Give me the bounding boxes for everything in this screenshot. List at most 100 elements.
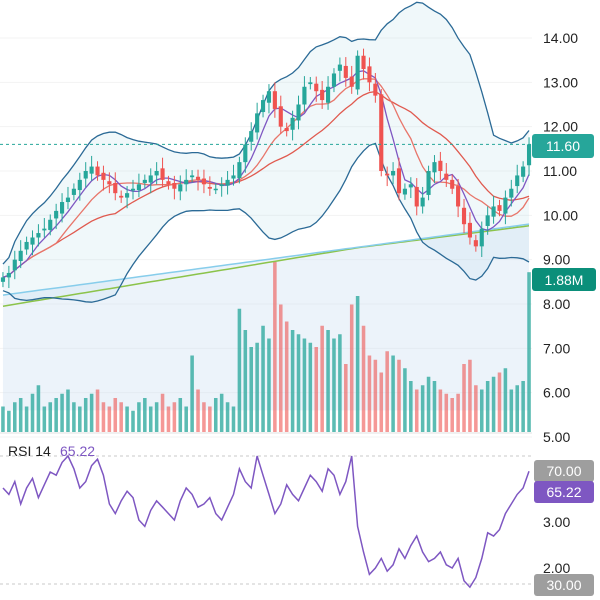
rsi-level-70-badge: 70.00	[534, 460, 594, 482]
candle-body	[207, 186, 212, 189]
volume-bar	[403, 368, 407, 432]
volume-bar	[18, 398, 23, 432]
volume-bar	[414, 389, 419, 432]
price-tick-label: 9.00	[543, 252, 570, 268]
volume-bar	[219, 393, 224, 432]
candle-body	[89, 166, 94, 174]
candle-body	[491, 206, 496, 217]
rsi-level-30-badge-bg	[534, 574, 594, 596]
volume-bar	[515, 385, 519, 432]
rsi-level-30-badge: 30.00	[534, 574, 594, 596]
ma-xlong-line	[2, 225, 530, 307]
candle-body	[12, 259, 17, 271]
candle-body	[296, 104, 301, 121]
volume-bar	[208, 406, 212, 432]
volume-bar	[60, 393, 64, 432]
candle-body	[255, 113, 260, 133]
volume-bar	[290, 330, 295, 432]
volume-bar	[491, 376, 496, 432]
candle-body	[59, 202, 65, 214]
volume-bar	[89, 393, 94, 432]
candle-body	[349, 76, 354, 87]
ma-20-line	[2, 90, 530, 279]
volume-bar	[78, 406, 82, 432]
volume-bar	[338, 334, 342, 432]
volume-bar	[432, 381, 437, 432]
candlesticks	[0, 48, 532, 289]
bollinger-upper	[2, 1, 530, 265]
volume-bar	[438, 389, 443, 432]
volume-bar	[243, 330, 248, 432]
volume-bar	[468, 359, 472, 432]
volume-bar	[296, 334, 301, 432]
candle-body	[337, 64, 342, 71]
candle-body	[166, 181, 171, 185]
candle-body	[485, 215, 490, 226]
candle-body	[107, 181, 112, 185]
candle-body	[77, 179, 82, 191]
volume-bar	[148, 406, 153, 432]
volume-bar	[137, 402, 141, 432]
volume-bar	[344, 364, 348, 432]
candle-body	[461, 207, 467, 225]
candle-body	[154, 171, 159, 176]
price-axis: 14.00 13.00 12.00 11.00 10.00 9.00 8.00 7.00 6.0…	[543, 30, 578, 576]
volume-bar	[479, 389, 484, 432]
candle-body	[343, 65, 348, 78]
price-tick-label: 7.00	[543, 340, 570, 356]
rsi-last-badge: 65.22	[534, 481, 594, 503]
candle-body	[438, 160, 443, 171]
candle-body	[302, 86, 307, 105]
volume-bar	[125, 406, 129, 432]
candle-body	[290, 117, 295, 130]
volume-bar	[166, 406, 171, 432]
candle-body	[379, 94, 384, 171]
candle-body	[201, 178, 207, 185]
candle-body	[272, 91, 277, 109]
last-price-badge: 11.60	[532, 134, 594, 158]
candle-body	[266, 91, 272, 103]
bollinger-lower	[2, 142, 530, 303]
candle-body	[284, 127, 289, 132]
volume-badge: 1.88M	[532, 268, 596, 291]
candle-body	[184, 179, 189, 185]
candle-body	[479, 228, 484, 247]
candle-body	[444, 173, 449, 180]
rsi-tick-label: 2.00	[543, 560, 570, 576]
volume-badge-bg	[532, 268, 596, 291]
candle-body	[373, 83, 378, 96]
price-tick-label: 13.00	[543, 74, 578, 90]
volume-bar	[113, 398, 118, 432]
candle-body	[320, 89, 325, 101]
candle-body	[101, 172, 106, 180]
ma-long-line	[2, 223, 530, 296]
volume-bar	[450, 398, 454, 432]
candle-body	[361, 55, 366, 70]
candle-body	[391, 171, 396, 176]
volume-bar	[391, 355, 395, 432]
candle-body	[119, 195, 124, 198]
candle-body	[65, 197, 71, 203]
volume-bar	[1, 406, 5, 432]
candle-body	[30, 237, 35, 245]
candle-body	[408, 184, 413, 188]
candle-body	[42, 228, 47, 231]
rsi-line	[2, 454, 530, 589]
candle-body	[249, 131, 254, 142]
volume-bar	[24, 406, 29, 432]
candle-body	[219, 184, 224, 187]
candle-body	[48, 219, 53, 230]
candle-body	[526, 144, 532, 166]
volume-bar	[444, 393, 449, 432]
volume-bar	[503, 368, 508, 432]
candle-body	[172, 182, 177, 189]
volume-bar	[225, 402, 230, 432]
rsi-tick-label: 3.00	[543, 514, 570, 530]
price-tick-label: 10.00	[543, 207, 578, 223]
candle-body	[237, 162, 242, 179]
volume-bar	[83, 398, 88, 432]
ma-10-line	[2, 78, 530, 279]
price-tick-label: 14.00	[543, 30, 578, 46]
candle-body	[195, 176, 201, 180]
